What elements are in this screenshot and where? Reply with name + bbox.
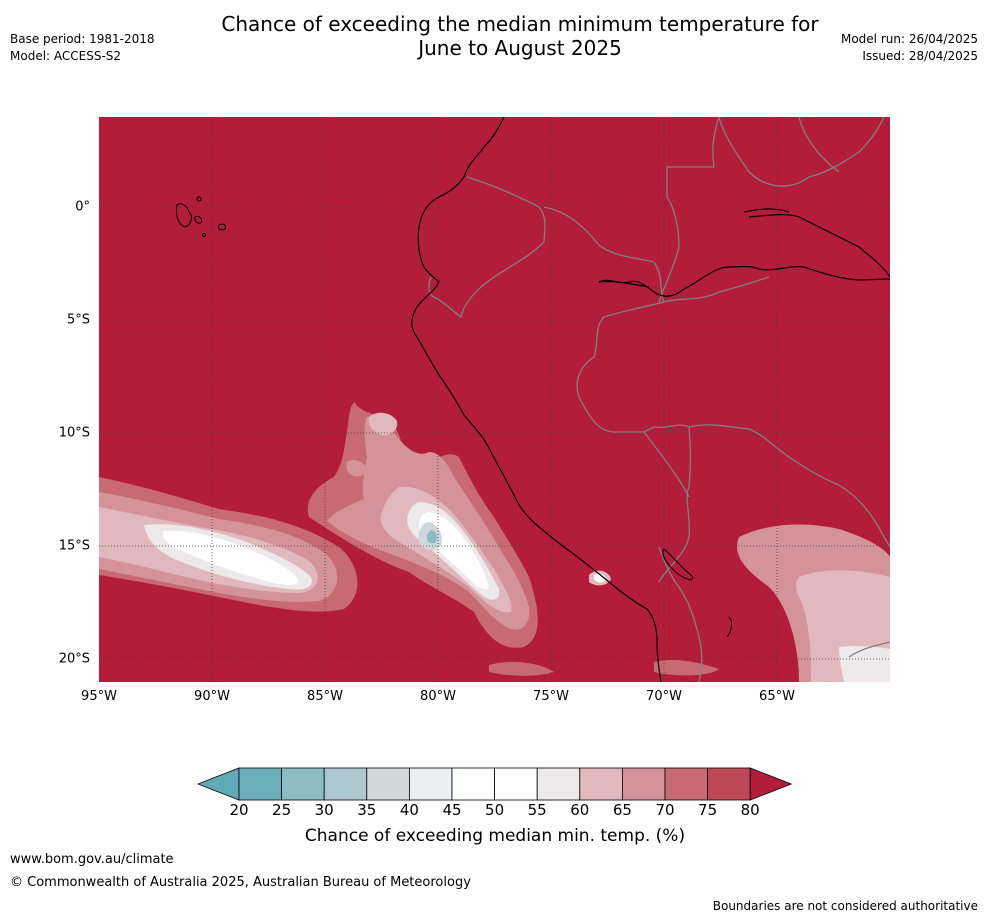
colorbar-tick-label: 65	[612, 801, 632, 819]
colorbar-segment	[366, 767, 410, 801]
colorbar-tick-label: 55	[527, 801, 547, 819]
colorbar-tick-label: 45	[442, 801, 462, 819]
colorbar-segment	[536, 767, 581, 801]
colorbar-segment	[664, 767, 708, 801]
lat-label-0: 0°	[75, 199, 90, 215]
meta-right: Model run: 26/04/2025 Issued: 28/04/2025	[841, 31, 978, 65]
title-line-1: Chance of exceeding the median minimum t…	[221, 12, 819, 36]
lon-label-80w: 80°W	[420, 689, 456, 704]
base-period: Base period: 1981-2018	[10, 32, 155, 46]
colorbar-segment	[579, 767, 623, 801]
country-borders	[428, 117, 890, 682]
colorbar-svg	[196, 767, 793, 801]
ocean-anomaly-central	[307, 402, 538, 648]
lon-label-65w: 65°W	[759, 689, 795, 704]
galapagos-islands	[176, 196, 226, 237]
colorbar-segment	[494, 767, 538, 801]
colorbar	[196, 767, 793, 805]
colorbar-tick-label: 25	[272, 801, 292, 819]
colorbar-segment	[707, 767, 751, 801]
lon-label-95w: 95°W	[81, 689, 117, 704]
model-run: Model run: 26/04/2025	[840, 32, 978, 46]
colorbar-arrow-low	[196, 767, 240, 801]
lon-label-70w: 70°W	[646, 689, 682, 704]
map-svg	[99, 117, 890, 682]
ocean-anomaly-west	[99, 477, 358, 612]
lat-label-5s: 5°S	[66, 312, 90, 328]
colorbar-segment	[408, 767, 453, 801]
colorbar-segment	[323, 767, 368, 801]
colorbar-segment	[621, 767, 666, 801]
colorbar-tick-label: 60	[570, 801, 590, 819]
coastlines	[411, 117, 890, 682]
issued-date: Issued: 28/04/2025	[862, 49, 978, 63]
colorbar-arrow-high	[749, 767, 793, 801]
andes-anomaly-patch	[489, 570, 719, 676]
colorbar-tick-label: 70	[655, 801, 675, 819]
lat-label-10s: 10°S	[58, 425, 90, 441]
colorbar-tick-label: 30	[314, 801, 334, 819]
colorbar-tick-label: 20	[229, 801, 249, 819]
colorbar-segment	[281, 767, 325, 801]
model-name: Model: ACCESS-S2	[10, 49, 122, 63]
lon-label-85w: 85°W	[307, 689, 343, 704]
copyright-text: © Commonwealth of Australia 2025, Austra…	[10, 875, 471, 890]
lon-label-75w: 75°W	[533, 689, 569, 704]
colorbar-title: Chance of exceeding median min. temp. (%…	[304, 826, 686, 846]
colorbar-tick-label: 35	[357, 801, 377, 819]
lon-label-90w: 90°W	[194, 689, 230, 704]
lake-titicaca	[662, 548, 733, 638]
colorbar-tick-label: 75	[698, 801, 718, 819]
colorbar-segment	[451, 767, 495, 801]
website-link[interactable]: www.bom.gov.au/climate	[10, 852, 174, 867]
lat-label-15s: 15°S	[58, 538, 90, 554]
graticule	[99, 117, 890, 682]
map-panel	[99, 117, 890, 682]
colorbar-tick-label: 80	[740, 801, 760, 819]
colorbar-segment	[238, 767, 282, 801]
title-line-2: June to August 2025	[418, 36, 622, 60]
colorbar-tick-label: 50	[485, 801, 505, 819]
boundaries-disclaimer: Boundaries are not considered authoritat…	[712, 899, 978, 913]
colorbar-tick-label: 40	[399, 801, 419, 819]
chart-title: Chance of exceeding the median minimum t…	[180, 12, 860, 60]
lat-label-20s: 20°S	[58, 651, 90, 667]
meta-left: Base period: 1981-2018 Model: ACCESS-S2	[10, 31, 155, 65]
